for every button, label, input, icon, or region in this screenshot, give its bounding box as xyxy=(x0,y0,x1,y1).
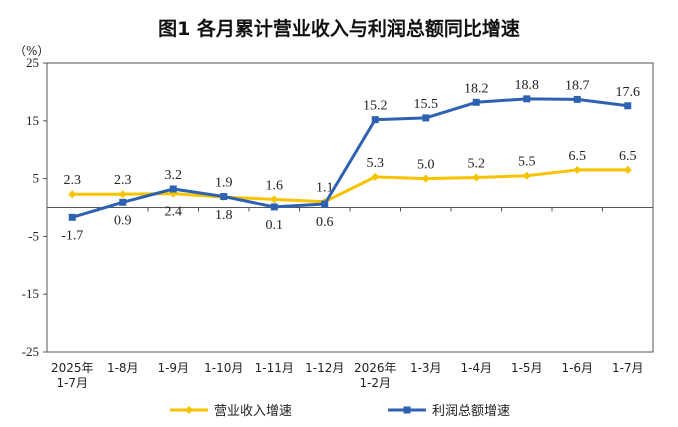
data-point xyxy=(270,195,279,204)
x-tick-label: 1-4月 xyxy=(460,361,492,375)
data-point xyxy=(573,95,581,103)
data-point xyxy=(421,174,430,183)
data-label: 1.6 xyxy=(266,178,284,193)
data-label: 2.4 xyxy=(165,205,183,220)
data-point xyxy=(371,116,379,124)
data-label: 18.7 xyxy=(565,78,590,93)
legend-marker xyxy=(403,406,411,414)
x-tick-label: 1-12月 xyxy=(305,361,344,375)
y-axis-unit: （%） xyxy=(14,44,50,58)
data-point xyxy=(472,173,481,182)
data-point xyxy=(624,102,632,110)
data-point xyxy=(220,193,228,201)
data-label: 5.5 xyxy=(518,155,536,170)
x-tick-label: 1-2月 xyxy=(359,376,391,390)
y-tick-label: 25 xyxy=(26,55,39,70)
data-label: 15.5 xyxy=(414,97,439,112)
x-tick-label: 1-11月 xyxy=(255,361,294,375)
data-label: 1.1 xyxy=(316,181,334,196)
data-label: -1.7 xyxy=(61,228,83,243)
y-tick-label: -15 xyxy=(22,286,39,301)
data-point xyxy=(472,98,480,106)
chart-title: 图1 各月累计营业收入与利润总额同比增速 xyxy=(158,18,520,40)
data-point xyxy=(270,203,278,211)
data-point xyxy=(169,185,177,193)
data-label: 6.5 xyxy=(619,149,637,164)
data-label: 5.0 xyxy=(417,158,435,173)
series-line xyxy=(72,168,628,204)
x-tick-label: 1-10月 xyxy=(204,361,243,375)
y-tick-label: -25 xyxy=(22,344,39,359)
data-label: 6.5 xyxy=(569,149,587,164)
data-point xyxy=(422,114,430,122)
x-tick-label: 1-3月 xyxy=(410,361,442,375)
legend-label: 利润总额增速 xyxy=(432,404,510,419)
legend-label: 营业收入增速 xyxy=(214,404,292,419)
data-point xyxy=(523,95,531,103)
x-tick-label: 1-5月 xyxy=(511,361,543,375)
data-label: 18.2 xyxy=(464,81,489,96)
data-point xyxy=(321,200,329,208)
data-label: 3.2 xyxy=(165,168,183,183)
x-tick-label: 1-9月 xyxy=(157,361,189,375)
data-label: 17.6 xyxy=(616,85,641,100)
data-label: 15.2 xyxy=(363,99,388,114)
data-point xyxy=(68,213,76,221)
x-tick-label: 1-6月 xyxy=(561,361,593,375)
data-point xyxy=(573,165,582,174)
data-point xyxy=(522,171,531,180)
data-label: 0.9 xyxy=(114,213,132,228)
data-point xyxy=(119,198,127,206)
series-line xyxy=(71,97,628,219)
legend-marker xyxy=(185,406,193,414)
data-label: 18.8 xyxy=(515,78,540,93)
x-tick-label: 1-7月 xyxy=(56,376,88,390)
y-tick-label: 5 xyxy=(33,171,40,186)
data-label: 5.3 xyxy=(367,156,385,171)
x-tick-label: 2025年 xyxy=(51,361,94,375)
data-label: 1.9 xyxy=(215,176,233,191)
data-label: 2.3 xyxy=(114,173,132,188)
y-tick-label: -5 xyxy=(28,228,39,243)
data-label: 1.8 xyxy=(215,208,233,223)
x-tick-label: 1-7月 xyxy=(612,361,644,375)
x-tick-label: 1-8月 xyxy=(107,361,139,375)
data-label: 2.3 xyxy=(64,173,82,188)
data-point xyxy=(371,172,380,181)
data-point xyxy=(623,165,632,174)
data-label: 0.6 xyxy=(316,215,334,230)
data-point xyxy=(118,190,127,199)
y-tick-label: 15 xyxy=(26,113,39,128)
data-label: 0.1 xyxy=(266,218,284,233)
data-label: 5.2 xyxy=(468,156,486,171)
data-point xyxy=(68,190,77,199)
x-tick-label: 2026年 xyxy=(354,361,397,375)
